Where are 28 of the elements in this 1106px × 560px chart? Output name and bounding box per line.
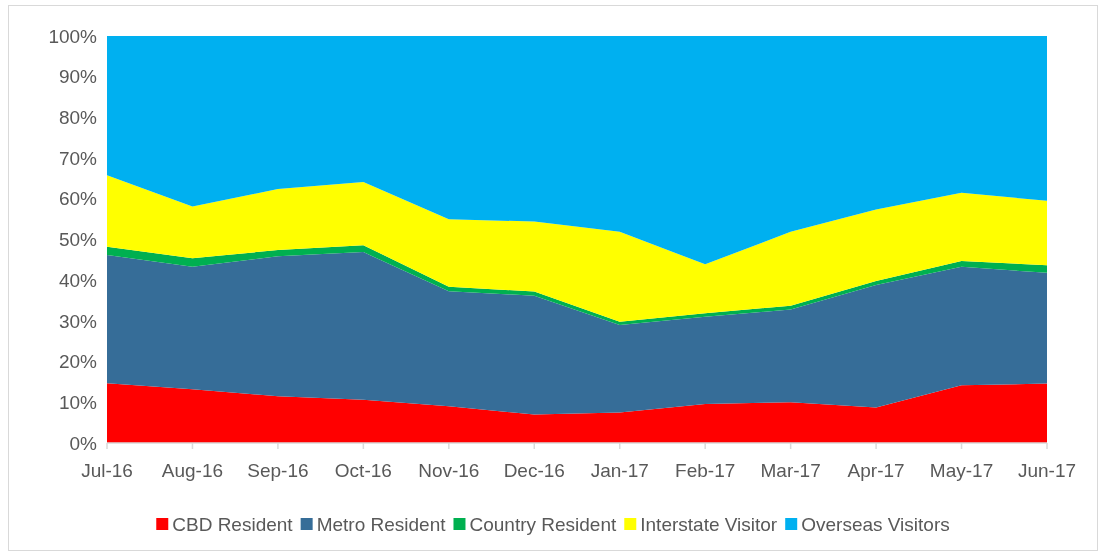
x-tick-label: Nov-16 (418, 459, 480, 481)
y-tick-label: 100% (48, 25, 98, 47)
legend-label: Country Resident (469, 513, 617, 535)
y-tick-label: 70% (58, 147, 98, 169)
x-tick-label: Sep-16 (247, 459, 309, 481)
x-tick-label: Aug-16 (161, 459, 224, 481)
x-tick-label: Oct-16 (334, 459, 392, 481)
y-tick-label: 90% (58, 66, 98, 88)
y-tick-label: 60% (58, 188, 98, 210)
x-tick-label: Jun-17 (1017, 459, 1077, 481)
y-tick-label: 20% (58, 351, 98, 373)
legend-label: Metro Resident (316, 513, 447, 535)
x-tick-label: May-17 (929, 459, 994, 481)
y-tick-label: 80% (58, 107, 98, 129)
legend-label: Interstate Visitor (640, 513, 778, 535)
x-tick-label: Mar-17 (760, 459, 821, 481)
legend-label: CBD Resident (172, 513, 294, 535)
y-tick-label: 30% (58, 310, 98, 332)
x-tick-label: Jan-17 (590, 459, 649, 481)
x-tick-label: Dec-16 (503, 459, 565, 481)
y-tick-label: 0% (69, 432, 98, 454)
x-tick-label: Jul-16 (81, 459, 133, 481)
y-tick-label: 10% (58, 391, 98, 413)
y-tick-label: 40% (58, 269, 98, 291)
y-tick-label: 50% (58, 229, 98, 251)
legend-label: Overseas Visitors (801, 513, 950, 535)
x-tick-label: Feb-17 (675, 459, 736, 481)
x-tick-label: Apr-17 (847, 459, 905, 481)
